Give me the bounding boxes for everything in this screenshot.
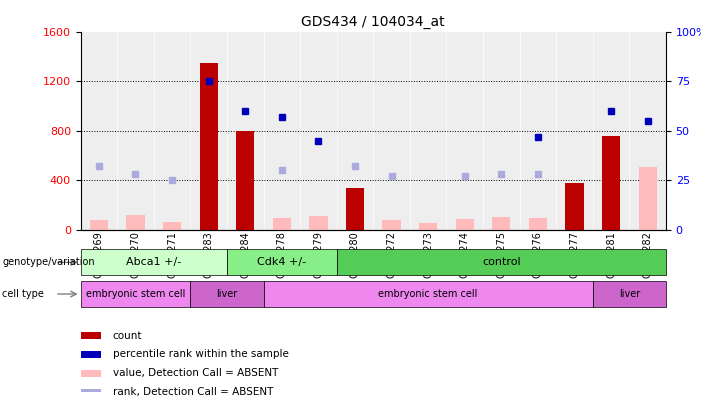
Bar	[593, 281, 666, 307]
Bar	[191, 32, 227, 230]
Bar	[410, 32, 447, 230]
Text: control: control	[482, 257, 521, 267]
Text: value, Detection Call = ABSENT: value, Detection Call = ABSENT	[113, 368, 278, 378]
Bar	[593, 32, 629, 230]
Bar	[90, 220, 108, 230]
Title: GDS434 / 104034_at: GDS434 / 104034_at	[301, 15, 445, 29]
Bar	[264, 281, 593, 307]
Bar	[447, 32, 483, 230]
Bar	[200, 63, 218, 230]
Bar	[81, 388, 101, 396]
Bar	[126, 215, 144, 230]
Bar	[273, 218, 291, 230]
Text: liver: liver	[619, 289, 640, 299]
Bar	[309, 216, 327, 230]
Bar	[336, 32, 373, 230]
Bar	[336, 249, 666, 275]
Bar	[346, 188, 364, 230]
Bar	[117, 32, 154, 230]
Text: count: count	[113, 331, 142, 341]
Text: rank, Detection Call = ABSENT: rank, Detection Call = ABSENT	[113, 387, 273, 396]
Bar	[602, 135, 620, 230]
Bar	[81, 281, 191, 307]
Text: cell type: cell type	[2, 289, 44, 299]
Bar	[163, 222, 182, 230]
Text: embryonic stem cell: embryonic stem cell	[86, 289, 185, 299]
Bar	[639, 167, 657, 230]
Bar	[300, 32, 336, 230]
Bar	[529, 218, 547, 230]
Text: percentile rank within the sample: percentile rank within the sample	[113, 349, 289, 360]
Bar	[565, 183, 584, 230]
Bar	[191, 281, 264, 307]
Bar	[236, 131, 254, 230]
Bar	[154, 32, 191, 230]
Bar	[519, 32, 556, 230]
Bar	[556, 32, 593, 230]
Bar	[227, 249, 336, 275]
Bar	[81, 351, 101, 358]
Text: Abca1 +/-: Abca1 +/-	[126, 257, 182, 267]
Bar	[81, 370, 101, 377]
Text: Cdk4 +/-: Cdk4 +/-	[257, 257, 306, 267]
Bar	[492, 217, 510, 230]
Text: liver: liver	[217, 289, 238, 299]
Bar	[629, 32, 666, 230]
Bar	[374, 32, 410, 230]
Bar	[81, 249, 227, 275]
Bar	[227, 32, 264, 230]
Bar	[383, 221, 401, 230]
Bar	[456, 219, 474, 230]
Text: embryonic stem cell: embryonic stem cell	[379, 289, 478, 299]
Text: genotype/variation: genotype/variation	[2, 257, 95, 267]
Bar	[419, 223, 437, 230]
Bar	[81, 332, 101, 339]
Bar	[264, 32, 300, 230]
Bar	[81, 32, 117, 230]
Bar	[483, 32, 519, 230]
